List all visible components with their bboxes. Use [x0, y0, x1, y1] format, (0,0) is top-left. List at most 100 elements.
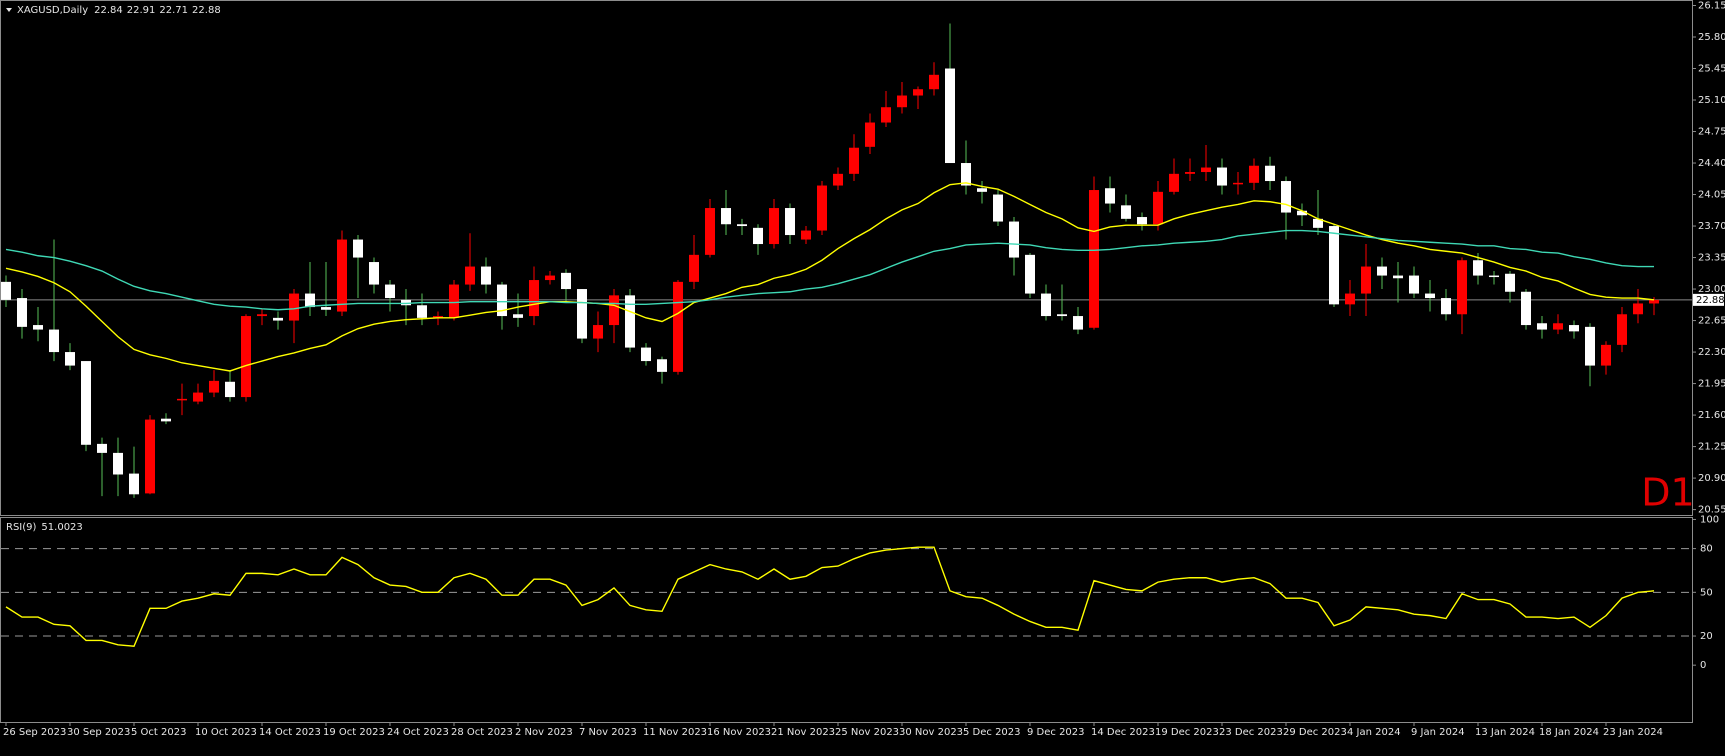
- candle-body: [145, 419, 155, 494]
- y-tick-label: 24.05: [1698, 190, 1725, 201]
- candle-body: [1265, 165, 1275, 182]
- candle-body: [801, 230, 811, 240]
- candle-body: [1185, 172, 1195, 174]
- candle-body: [817, 185, 827, 231]
- candle-body: [241, 316, 251, 398]
- candle-body: [465, 266, 475, 285]
- rsi-tick-label: 80: [1700, 544, 1713, 555]
- x-tick-label: 9 Jan 2024: [1411, 727, 1465, 738]
- symbol-menu-arrow: [6, 8, 12, 12]
- y-tick-label: 21.95: [1698, 379, 1725, 390]
- candle-body: [625, 295, 635, 348]
- candle-body: [1249, 165, 1259, 183]
- candle-body: [417, 305, 427, 318]
- x-tick-label: 2 Nov 2023: [515, 727, 573, 738]
- x-tick-label: 29 Dec 2023: [1283, 727, 1347, 738]
- y-tick-label: 20.90: [1698, 473, 1725, 484]
- candle-body: [593, 325, 603, 339]
- rsi-name: RSI(9): [6, 522, 37, 533]
- candle-body: [961, 163, 971, 186]
- x-tick-label: 30 Nov 2023: [899, 727, 963, 738]
- candle-body: [1409, 275, 1419, 294]
- candle-body: [1089, 190, 1099, 328]
- candle-body: [1041, 293, 1051, 317]
- candle-body: [1009, 221, 1019, 258]
- last-close: 22.88: [192, 5, 221, 16]
- x-tick-label: 28 Oct 2023: [451, 727, 513, 738]
- candle-body: [257, 314, 267, 317]
- candle-body: [337, 239, 347, 312]
- rsi-tick-label: 0: [1700, 660, 1706, 671]
- moving-average-line: [5, 229, 1654, 311]
- y-tick-label: 21.25: [1698, 442, 1725, 453]
- y-tick-label: 25.45: [1698, 64, 1725, 75]
- candle-body: [497, 284, 507, 317]
- chart-header: XAGUSD,Daily 22.84 22.91 22.71 22.88: [17, 5, 221, 16]
- x-tick-label: 14 Oct 2023: [259, 727, 321, 738]
- candle-body: [1425, 293, 1435, 299]
- candle-body: [641, 347, 651, 362]
- candle-body: [1105, 188, 1115, 204]
- candle-body: [129, 473, 139, 495]
- candle-body: [1169, 173, 1179, 192]
- candle-body: [289, 293, 299, 321]
- candle-body: [353, 239, 363, 258]
- candle-body: [1649, 299, 1659, 304]
- x-tick-label: 19 Oct 2023: [323, 727, 385, 738]
- candle-body: [545, 275, 555, 281]
- candle-body: [81, 361, 91, 445]
- x-tick-label: 9 Dec 2023: [1027, 727, 1085, 738]
- candle-body: [1441, 298, 1451, 315]
- candle-body: [113, 452, 123, 475]
- y-tick-label: 20.55: [1698, 505, 1725, 516]
- last-open: 22.84: [94, 5, 123, 16]
- x-tick-label: 4 Jan 2024: [1347, 727, 1401, 738]
- last-low: 22.71: [159, 5, 188, 16]
- candle-body: [945, 68, 955, 164]
- candle-body: [17, 298, 27, 327]
- rsi-last-value: 51.0023: [41, 522, 82, 533]
- candle-body: [1121, 205, 1131, 219]
- x-tick-label: 25 Nov 2023: [835, 727, 899, 738]
- y-tick-label: 23.35: [1698, 253, 1725, 264]
- candle-body: [225, 381, 235, 398]
- x-tick-label: 19 Dec 2023: [1155, 727, 1219, 738]
- candle-body: [1361, 266, 1371, 294]
- candle-body: [33, 325, 43, 330]
- candle-body: [481, 266, 491, 285]
- x-tick-label: 16 Nov 2023: [707, 727, 771, 738]
- candle-body: [753, 227, 763, 245]
- candle-body: [993, 194, 1003, 222]
- candle-body: [385, 284, 395, 299]
- candle-body: [401, 299, 411, 306]
- candle-body: [1057, 314, 1067, 317]
- candle-body: [1585, 326, 1595, 366]
- candle-body: [529, 280, 539, 317]
- candle-body: [161, 418, 171, 422]
- candle-body: [305, 293, 315, 308]
- candle-body: [193, 392, 203, 402]
- candle-body: [721, 208, 731, 225]
- candle-body: [897, 95, 907, 108]
- candle-body: [1345, 293, 1355, 305]
- candle-body: [785, 208, 795, 236]
- candle-body: [449, 284, 459, 318]
- x-tick-label: 24 Oct 2023: [387, 727, 449, 738]
- candle-body: [209, 380, 219, 393]
- candle-body: [1025, 254, 1035, 294]
- last-price-label: 22.88: [1696, 295, 1725, 306]
- y-tick-label: 23.00: [1698, 284, 1725, 295]
- candle-body: [1073, 316, 1083, 330]
- y-tick-label: 25.80: [1698, 32, 1725, 43]
- rsi-line: [5, 546, 1655, 647]
- candle-body: [1217, 167, 1227, 186]
- timeframe-label: D1: [1641, 471, 1694, 515]
- y-tick-label: 25.10: [1698, 95, 1725, 106]
- candle-body: [881, 107, 891, 123]
- candle-body: [321, 307, 331, 310]
- x-tick-label: 23 Dec 2023: [1219, 727, 1283, 738]
- candle-body: [1489, 275, 1499, 278]
- candle-body: [1505, 273, 1515, 292]
- candle-body: [1617, 314, 1627, 345]
